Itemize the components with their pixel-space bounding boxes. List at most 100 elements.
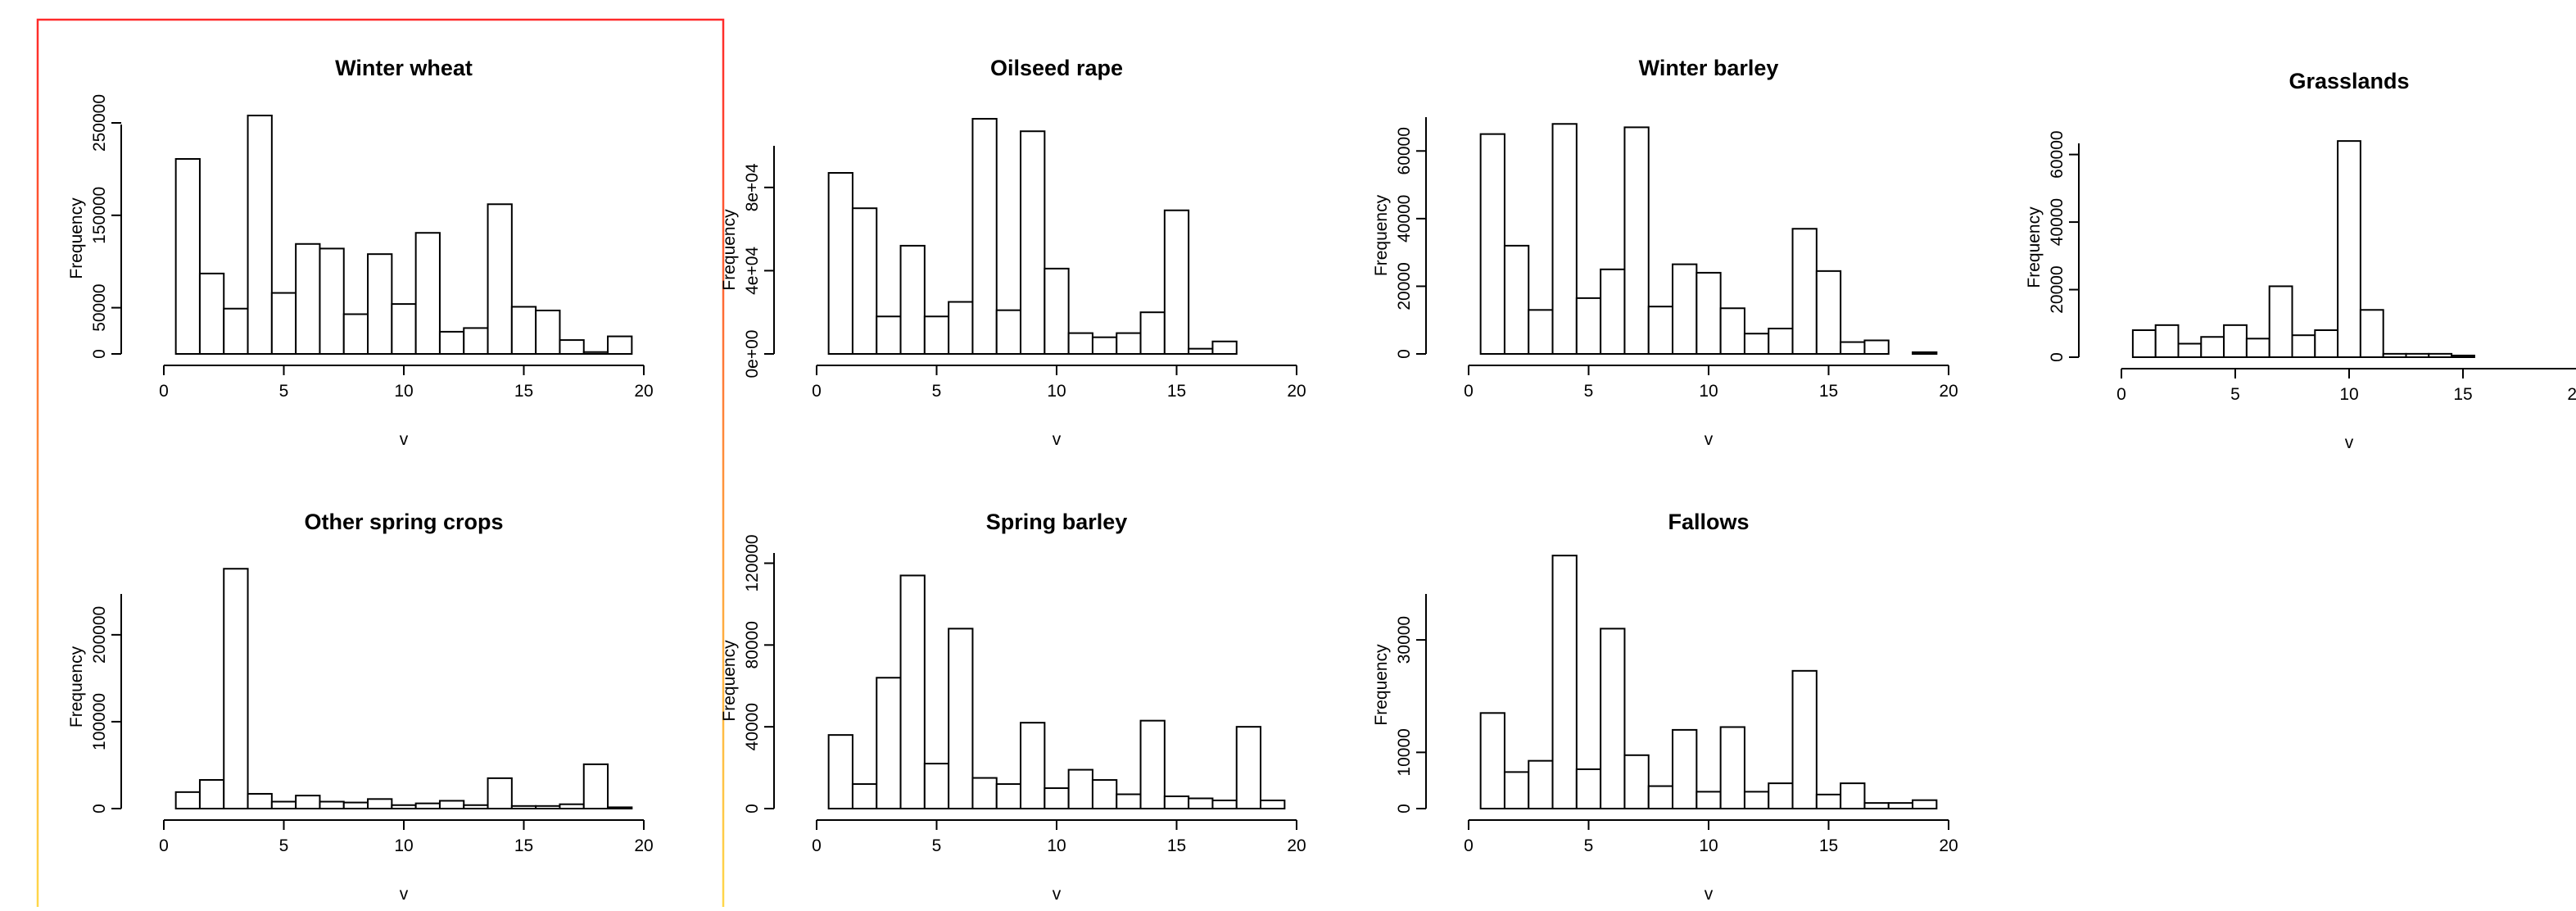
histogram-bar [995, 783, 1022, 809]
histogram-bar [1528, 759, 1554, 810]
histogram-bar [1768, 328, 1794, 355]
y-axis-label: Frequency [720, 640, 739, 722]
x-tick-label: 0 [2116, 385, 2126, 404]
histogram-bar [367, 798, 393, 810]
histogram-bar [1139, 311, 1166, 356]
histogram-bar [2337, 140, 2361, 358]
histogram-bar [1768, 782, 1794, 810]
y-axis-label: Frequency [67, 197, 86, 279]
x-axis-label: v [400, 885, 409, 904]
histogram-bar [1863, 339, 1890, 356]
histogram-bar [971, 117, 998, 355]
y-axis-label: Frequency [1372, 644, 1391, 726]
histogram-bar [1163, 209, 1190, 355]
histogram-bar [2428, 352, 2453, 358]
histogram-bar [1647, 306, 1674, 356]
y-tick-label: 0 [1395, 349, 1414, 359]
x-tick-label: 10 [1047, 382, 1066, 401]
histogram-bar [247, 114, 273, 355]
histogram-bar [463, 804, 489, 809]
histogram-bar [1188, 347, 1214, 355]
chart-title: Winter wheat [335, 56, 473, 80]
histogram-bar [1503, 771, 1530, 809]
histogram-bar [1091, 779, 1118, 810]
x-axis-label: v [400, 430, 409, 449]
histogram-bar [948, 628, 974, 809]
histogram-panel: Spring barley 0 5 10 15 20 v 0 40000 80000 120000 F… [720, 510, 1306, 904]
histogram-bar [876, 677, 902, 809]
histogram-bar [2131, 329, 2157, 358]
x-axis-label: v [1705, 885, 1714, 904]
histogram-bar [559, 803, 585, 809]
histogram-bar [1479, 133, 1505, 355]
y-tick-label: 60000 [2048, 130, 2067, 178]
histogram-bar [367, 253, 393, 355]
histogram-bar [1211, 800, 1238, 809]
x-tick-label: 20 [1939, 382, 1958, 401]
x-tick-label: 0 [812, 836, 822, 855]
histogram-bar [995, 309, 1022, 356]
chart-title: Fallows [1668, 510, 1749, 534]
histogram-bar [223, 307, 249, 355]
x-tick-label: 0 [159, 836, 169, 855]
histogram-bar [414, 802, 441, 810]
histogram-bar [1840, 341, 1866, 355]
y-tick-label: 0 [2048, 352, 2067, 362]
y-tick-label: 250000 [90, 94, 109, 152]
x-axis-label: v [2345, 433, 2354, 452]
histogram-bar [1551, 555, 1578, 809]
histogram-bar [1211, 340, 1238, 356]
histogram-bar [1695, 791, 1722, 810]
histogram-bar [1551, 123, 1578, 355]
histogram-bar [1235, 726, 1262, 809]
histogram-bar [1672, 728, 1698, 810]
y-tick-label: 50000 [90, 283, 109, 331]
histogram-bar [1743, 333, 1770, 356]
histogram-bar [174, 791, 201, 810]
histogram-panel: Grasslands 0 5 10 15 20 v 0 20000 40000 60000 Frequ… [2025, 69, 2576, 452]
histogram-bar [1815, 270, 1842, 356]
histogram-bar [1575, 297, 1602, 355]
x-tick-label: 20 [634, 382, 653, 401]
histogram-bar [198, 272, 225, 356]
histogram-bar [582, 351, 609, 355]
histogram-bar [1044, 787, 1070, 809]
histogram-bar [391, 303, 417, 356]
y-tick-label: 100000 [90, 693, 109, 750]
x-tick-label: 5 [279, 382, 289, 401]
histogram-bar [414, 232, 441, 355]
histogram-bar [510, 306, 537, 355]
histogram-bar [463, 327, 489, 355]
y-tick-label: 150000 [90, 187, 109, 244]
histogram-bar [948, 301, 974, 355]
x-tick-label: 0 [1464, 382, 1474, 401]
x-tick-label: 10 [394, 382, 413, 401]
histogram-bar [2268, 285, 2293, 358]
histogram-bar [2291, 334, 2316, 359]
histogram-bar [1479, 712, 1505, 809]
x-tick-label: 5 [932, 382, 942, 401]
histogram-bar [2223, 324, 2248, 359]
histogram-bar [1528, 309, 1554, 356]
histogram-bar [1815, 793, 1842, 809]
histogram-bar [1623, 754, 1650, 810]
histogram-bar [876, 315, 902, 355]
histogram-bar [2359, 309, 2384, 358]
x-tick-label: 5 [279, 836, 289, 855]
x-tick-label: 20 [1287, 836, 1306, 855]
chart-title: Winter barley [1639, 56, 1779, 80]
histogram-bar [223, 568, 249, 809]
histogram-panel: Winter barley 0 5 10 15 20 v 0 20000 40000 60000 Fr… [1372, 56, 1958, 449]
x-tick-label: 15 [1819, 836, 1838, 855]
histogram-bar [1020, 130, 1046, 355]
histogram-bar [971, 777, 998, 809]
x-tick-label: 20 [2567, 385, 2576, 404]
histogram-bar [1623, 126, 1650, 355]
x-tick-label: 20 [634, 836, 653, 855]
histogram-bar [1091, 336, 1118, 355]
y-tick-label: 200000 [90, 606, 109, 664]
y-tick-label: 120000 [743, 534, 762, 591]
histogram-bar [438, 330, 465, 356]
